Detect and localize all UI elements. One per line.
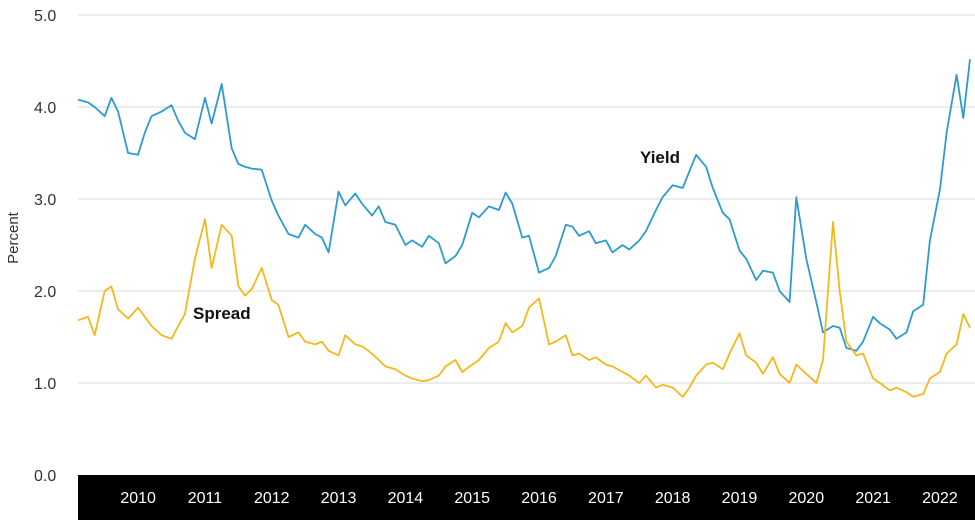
x-tick-label: 2018 (655, 490, 691, 507)
y-axis-label: Percent (5, 211, 22, 264)
y-tick-label: 2.0 (34, 284, 56, 301)
yield-annotation: Yield (640, 148, 680, 167)
y-axis-ticks: 0.0 1.0 2.0 3.0 4.0 5.0 (34, 8, 56, 485)
x-tick-label: 2021 (855, 490, 891, 507)
x-tick-label: 2022 (922, 490, 958, 507)
y-tick-label: 1.0 (34, 376, 56, 393)
y-tick-label: 0.0 (34, 468, 56, 485)
x-tick-label: 2013 (321, 490, 357, 507)
x-axis-ticks: 2010 2011 2012 2013 2014 2015 2016 2017 2018 2019… (120, 490, 957, 507)
x-tick-label: 2010 (120, 490, 156, 507)
y-tick-label: 3.0 (34, 192, 56, 209)
x-axis-band (78, 475, 975, 520)
y-tick-label: 5.0 (34, 8, 56, 25)
x-tick-label: 2011 (188, 490, 223, 507)
x-tick-label: 2016 (521, 490, 557, 507)
x-tick-label: 2015 (454, 490, 490, 507)
x-tick-label: 2019 (722, 490, 758, 507)
x-tick-label: 2012 (254, 490, 290, 507)
gridlines (78, 14, 975, 384)
spread-annotation: Spread (193, 304, 251, 323)
x-tick-label: 2017 (588, 490, 624, 507)
spread-line (77, 218, 971, 398)
series-lines (77, 59, 971, 398)
x-tick-label: 2014 (388, 490, 424, 507)
y-tick-label: 4.0 (34, 100, 56, 117)
x-tick-label: 2020 (789, 490, 825, 507)
